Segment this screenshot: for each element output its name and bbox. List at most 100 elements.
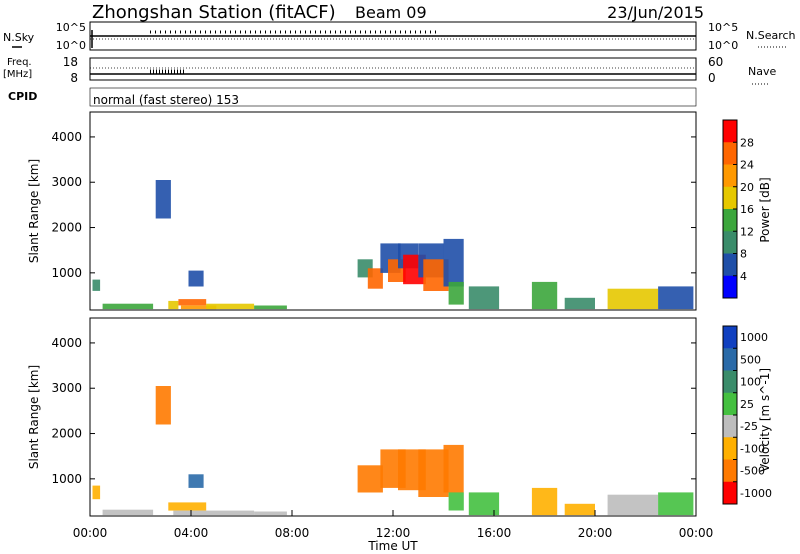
velocity-panel: 1000 2000 3000 4000 00:00 04:00 08:00 12:00 16:… [27,317,772,553]
colorbar-tick-label-3: 16 [740,203,754,216]
velocity-y-axis-label: Slant Range [km] [27,365,41,469]
scatter-patch-15 [564,503,595,516]
x-tick-label-2: 08:00 [275,526,310,540]
power-y-ticks: 1000 2000 3000 4000 [51,130,696,280]
x-tick-label-3: 12:00 [376,526,411,540]
colorbar-segment-6 [723,253,737,277]
nave-label: Nave [748,65,776,78]
colorbar-segment-5 [723,231,737,254]
scatter-patch-20 [531,281,558,310]
nsearch-label: N.Search [746,29,796,42]
cpid-box [89,87,697,107]
colorbar-segment-7 [723,481,737,505]
colorbar-segment-1 [723,348,737,371]
power-y-axis-label: Slant Range [km] [27,159,41,263]
x-tick-label-0: 00:00 [73,526,108,540]
colorbar-segment-4 [723,415,737,438]
scatter-patch-3 [173,510,255,516]
freq-unit: [MHz] [3,69,32,80]
colorbar-segment-5 [723,437,737,460]
beam-label: Beam 09 [355,3,427,22]
colorbar-tick-label-6: -500 [740,465,765,478]
nsky-tick-high: 10^5 [56,21,86,34]
station-title: Zhongshan Station (fitACF) [92,2,336,23]
y-tick-label-2: 3000 [51,175,82,189]
scatter-patch-8 [188,270,204,287]
colorbar-tick-label-2: 100 [740,376,761,389]
freq-panel: 18 8 60 0 Freq. [MHz] Nave [3,55,776,85]
scatter-patch-7 [155,180,171,219]
scatter-patch-5 [206,303,255,310]
velocity-x-axis-label: Time UT [367,539,418,553]
colorbar-segment-7 [723,275,737,299]
colorbar-tick-label-4: 20 [740,181,754,194]
colorbar-tick-label-1: 500 [740,353,761,366]
colorbar-segment-3 [723,186,737,210]
nave-tick-high: 60 [708,55,723,69]
scatter-patch-18 [448,281,464,305]
scatter-patch-0 [92,279,101,291]
colorbar-tick-label-0: 1000 [740,331,768,344]
y-tick-label-3: 4000 [51,130,82,144]
freq-tick-high: 18 [63,55,78,69]
cpid-label: CPID [8,90,37,103]
scatter-patch-23 [658,286,694,310]
velocity-y-ticks: 1000 2000 3000 4000 [51,336,696,486]
freq-tick-low: 8 [70,71,78,85]
x-tick-label-4: 16:00 [477,526,512,540]
y-tick-label-1: 2000 [51,221,82,235]
scatter-patch-19 [468,286,500,310]
nsearch-tick-high: 10^5 [708,21,738,34]
colorbar-segment-2 [723,164,737,188]
colorbar-tick-label-4: -25 [740,420,758,433]
velocity-colorbar-label: Velocity [m s^-1] [758,368,772,472]
scatter-patch-1 [102,303,154,310]
scatter-patch-6 [254,305,287,310]
scatter-patch-4 [254,511,287,516]
scatter-patch-6 [188,474,204,488]
colorbar-tick-label-1: 8 [740,248,747,261]
scatter-patch-17 [443,238,464,287]
colorbar-segment-6 [723,459,737,483]
scatter-patch-5 [155,386,171,425]
freq-label: Freq. [7,57,32,68]
cpid-text: normal (fast stereo) 153 [93,93,239,107]
nsky-label: N.Sky [3,31,35,44]
velocity-x-ticks: 00:00 04:00 08:00 12:00 16:00 20:00 00:00 [73,510,714,540]
scatter-patch-11 [443,444,464,493]
power-colorbar: 4 8 12 16 20 24 28 [722,119,754,299]
colorbar-tick-label-5: 24 [740,159,754,172]
nsky-tick-low: 10^0 [56,39,86,52]
scatter-patch-2 [168,300,179,310]
colorbar-tick-label-3: 25 [740,398,754,411]
scatter-patch-22 [607,288,659,310]
colorbar-tick-label-7: -1000 [740,487,772,500]
y-tick-label-0: 1000 [51,266,82,280]
scatter-patch-7 [357,465,383,493]
scatter-patch-2 [168,502,207,511]
scatter-patch-14 [531,487,558,516]
velocity-colorbar: 1000 500 100 25 -25 -100 -500 -1000 [722,325,772,505]
velocity-scatter [92,386,694,516]
colorbar-tick-label-2: 12 [740,225,754,238]
nsearch-tick-low: 10^0 [708,39,738,52]
x-tick-label-5: 20:00 [578,526,613,540]
colorbar-segment-0 [723,120,737,143]
x-tick-label-6: 00:00 [679,526,714,540]
y-tick-label-0: 1000 [51,472,82,486]
power-colorbar-label: Power [dB] [758,177,772,242]
scatter-patch-21 [564,297,595,310]
scatter-patch-12 [448,492,464,511]
nsky-panel: 10^5 10^0 10^5 10^0 N.Sky N.Search [3,21,796,52]
y-tick-label-1: 2000 [51,427,82,441]
scatter-patch-1 [102,509,154,516]
x-tick-label-1: 04:00 [174,526,209,540]
colorbar-segment-2 [723,370,737,394]
scatter-patch-16 [607,494,659,516]
colorbar-segment-0 [723,326,737,349]
scatter-patch-17 [658,492,694,516]
colorbar-segment-4 [723,209,737,232]
power-scatter [92,180,694,310]
scatter-patch-3 [178,299,207,306]
